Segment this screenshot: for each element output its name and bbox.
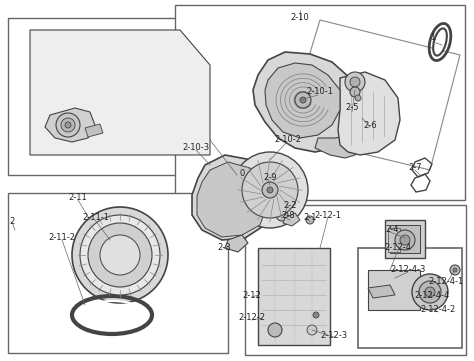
Polygon shape [253,52,362,152]
Text: 2-7: 2-7 [408,164,422,173]
Circle shape [450,265,460,275]
Circle shape [61,118,75,132]
Polygon shape [265,63,340,138]
Text: 2-8: 2-8 [281,212,295,221]
Polygon shape [258,248,330,345]
Polygon shape [197,162,267,237]
Text: 2-12-3: 2-12-3 [320,331,347,339]
Circle shape [242,162,298,218]
Text: 2-1: 2-1 [303,213,317,222]
Text: 2-12-4-4: 2-12-4-4 [414,291,450,300]
Circle shape [267,187,273,193]
Text: 2-12-2: 2-12-2 [238,313,265,322]
Polygon shape [338,72,400,155]
Text: 2-10-3: 2-10-3 [182,144,210,152]
Bar [245,205,466,355]
Circle shape [313,312,319,318]
Text: 2-12: 2-12 [243,291,261,300]
Circle shape [355,95,361,101]
Text: 2-6: 2-6 [363,121,377,130]
Text: 2-10: 2-10 [291,13,310,22]
Bar [390,225,420,253]
Text: 2-3: 2-3 [217,243,231,252]
Polygon shape [283,213,300,226]
Text: 2-12-4-2: 2-12-4-2 [420,305,456,314]
Text: 2-9: 2-9 [263,174,277,183]
Circle shape [419,281,441,303]
Circle shape [412,274,448,310]
Text: 2-11: 2-11 [69,193,87,203]
Polygon shape [368,270,420,310]
Circle shape [425,287,435,297]
Text: 2-4: 2-4 [385,226,399,235]
Circle shape [56,113,80,137]
Circle shape [268,323,282,337]
Text: 2-10-2: 2-10-2 [274,135,301,144]
Bar [385,220,425,258]
Text: 2: 2 [9,217,15,226]
Circle shape [395,230,415,250]
Text: 2-10-1: 2-10-1 [307,87,334,96]
Bar [388,228,400,252]
Text: 2-11-2: 2-11-2 [48,234,75,243]
Circle shape [232,152,308,228]
Polygon shape [192,155,272,240]
Polygon shape [225,235,248,252]
Ellipse shape [433,29,447,56]
Polygon shape [315,135,360,158]
Text: 2-5: 2-5 [345,104,359,113]
Bar [358,248,462,348]
Circle shape [345,72,365,92]
Text: 2-12-4-1: 2-12-4-1 [428,278,464,287]
Circle shape [276,209,288,221]
Circle shape [453,268,457,272]
Bar [8,18,226,175]
Circle shape [350,87,360,97]
Circle shape [262,182,278,198]
Text: 2-12-1: 2-12-1 [315,210,341,219]
Circle shape [88,223,152,287]
Polygon shape [45,108,95,142]
Circle shape [306,216,314,224]
Text: 0: 0 [239,169,245,178]
Text: 2-12-4-3: 2-12-4-3 [390,265,426,274]
Circle shape [295,92,311,108]
Circle shape [80,215,160,295]
Circle shape [100,235,140,275]
Text: 2-12-4: 2-12-4 [384,244,411,252]
Circle shape [400,235,410,245]
Bar [175,5,465,200]
Text: 2-11-1: 2-11-1 [82,213,109,222]
Circle shape [307,325,317,335]
Circle shape [72,207,168,303]
Circle shape [350,77,360,87]
Polygon shape [30,30,210,155]
Circle shape [65,122,71,128]
Circle shape [300,97,306,103]
Text: 2-2: 2-2 [283,200,297,209]
Bar [8,193,228,353]
Polygon shape [368,285,395,298]
Text: 1: 1 [430,34,436,43]
Polygon shape [85,124,103,137]
